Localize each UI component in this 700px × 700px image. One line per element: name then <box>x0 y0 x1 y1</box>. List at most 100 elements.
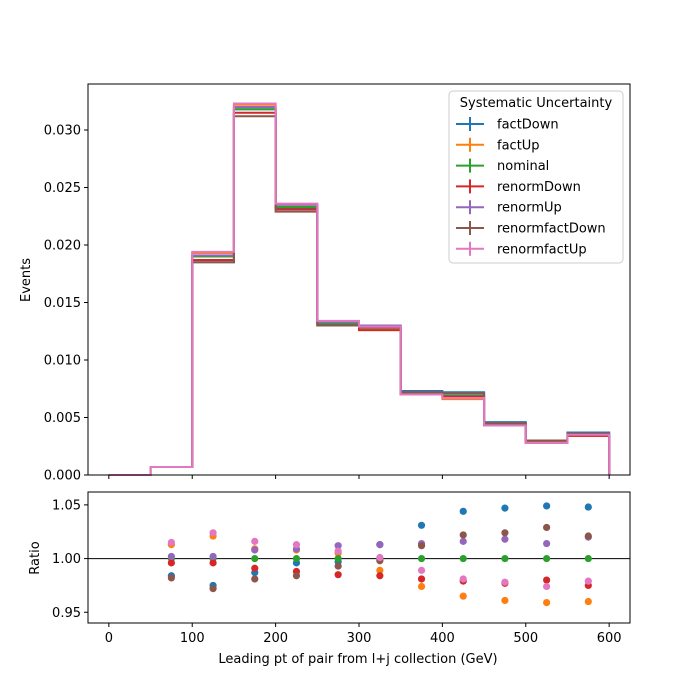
ratio-point-nominal <box>501 554 509 563</box>
legend-entries: factDown factUp nominal renormDown renormUp r… <box>456 117 606 257</box>
ratio-point-nominal <box>334 554 342 563</box>
ratio-x-tick-label: 400 <box>430 631 455 646</box>
legend-title: Systematic Uncertainty <box>460 96 613 111</box>
ratio-point-renormfactUp <box>334 547 342 555</box>
ratio-point-renormUp <box>251 546 259 554</box>
legend-box <box>448 90 624 264</box>
ratio-points <box>167 502 592 607</box>
ratio-point-renormfactUp <box>167 538 175 547</box>
legend-entry-renormfactDown: renormfactDown <box>456 221 606 237</box>
legend-entry-renormDown: renormDown <box>456 179 581 195</box>
ratio-y-tick-label: 1.05 <box>52 498 81 513</box>
ratio-y-tick-label: 1.00 <box>52 552 81 567</box>
ratio-point-renormfactDown <box>584 532 592 540</box>
main-y-tick-label: 0.005 <box>44 411 81 426</box>
ratio-point-renormfactDown <box>334 562 342 570</box>
ratio-point-renormDown <box>209 559 217 567</box>
main-y-tick-label: 0.020 <box>44 239 81 254</box>
legend-label: renormfactUp <box>497 242 587 257</box>
main-y-tick-label: 0.015 <box>44 296 81 311</box>
ratio-x-tick-label: 500 <box>513 631 538 646</box>
ratio-point-factDown <box>459 507 467 515</box>
ratio-point-nominal <box>251 554 259 563</box>
ratio-point-factUp <box>543 599 551 607</box>
main-x-ticks <box>108 475 610 479</box>
ratio-point-renormfactUp <box>501 578 509 586</box>
ratio-point-factUp <box>459 592 467 600</box>
ratio-point-renormfactUp <box>251 537 259 545</box>
ratio-point-renormfactUp <box>543 582 551 591</box>
ratio-point-renormUp <box>376 541 384 549</box>
ratio-point-nominal <box>584 554 592 563</box>
x-axis-label: Leading pt of pair from l+j collection (… <box>218 652 497 667</box>
main-panel: 0.000 0.005 0.010 0.015 0.020 0.025 0.030 Even… <box>19 83 631 484</box>
ratio-x-tick-label: 200 <box>263 631 288 646</box>
legend-label: factDown <box>497 118 559 133</box>
ratio-point-nominal <box>459 554 467 563</box>
legend-label: nominal <box>497 159 549 174</box>
histogram-steps <box>108 102 611 476</box>
ratio-point-renormUp <box>543 539 551 548</box>
legend-label: factUp <box>497 138 540 153</box>
main-y-tick-label: 0.010 <box>44 354 81 369</box>
ratio-point-factDown <box>584 503 592 511</box>
ratio-point-renormDown <box>417 575 426 583</box>
legend-label: renormDown <box>497 180 581 195</box>
main-y-ticks: 0.000 0.005 0.010 0.015 0.020 0.025 0.030 <box>44 124 88 484</box>
main-y-tick-label: 0.000 <box>44 469 81 484</box>
ratio-point-factUp <box>417 582 426 591</box>
ratio-point-factUp <box>584 597 592 606</box>
ratio-x-tick-label: 0 <box>105 631 113 646</box>
main-y-tick-label: 0.030 <box>44 124 81 139</box>
ratio-point-renormfactUp <box>584 577 592 585</box>
legend-label: renormUp <box>497 201 562 216</box>
ratio-point-renormfactDown <box>417 542 426 550</box>
ratio-x-tick-label: 100 <box>180 631 205 646</box>
legend-entry-renormUp: renormUp <box>456 200 562 216</box>
legend-entry-factDown: factDown <box>456 117 559 133</box>
ratio-x-tick-label: 600 <box>597 631 622 646</box>
ratio-point-renormUp <box>209 552 217 561</box>
legend-entry-factUp: factUp <box>456 137 540 153</box>
ratio-panel: 0.95 1.00 1.05 0 100 200 300 400 500 600 Ratio L… <box>28 491 631 667</box>
main-y-axis-label: Events <box>19 258 34 302</box>
ratio-point-factUp <box>501 596 509 605</box>
ratio-point-renormUp <box>501 535 509 543</box>
ratio-point-factDown <box>501 504 509 512</box>
ratio-point-renormfactDown <box>501 529 509 537</box>
ratio-point-renormUp <box>334 542 342 550</box>
ratio-point-renormfactDown <box>459 531 467 539</box>
ratio-point-renormDown <box>543 576 551 584</box>
ratio-point-renormfactUp <box>292 541 301 549</box>
ratio-point-factDown <box>417 521 426 529</box>
ratio-y-ticks: 0.95 1.00 1.05 <box>52 498 88 621</box>
ratio-y-tick-label: 0.95 <box>52 606 81 621</box>
ratio-point-renormfactUp <box>209 529 217 537</box>
ratio-point-nominal <box>417 554 426 563</box>
ratio-point-renormfactDown <box>167 574 175 582</box>
ratio-point-renormfactUp <box>417 566 426 574</box>
ratio-point-renormDown <box>251 564 259 572</box>
ratio-point-renormUp <box>459 537 467 545</box>
ratio-point-renormfactUp <box>459 575 467 583</box>
ratio-point-renormDown <box>334 571 342 579</box>
step-line-renormfactUp <box>108 102 611 476</box>
ratio-x-tick-label: 300 <box>347 631 372 646</box>
ratio-point-nominal <box>292 554 301 563</box>
legend-label: renormfactDown <box>497 222 606 237</box>
legend: Systematic Uncertainty factDown factUp nom… <box>448 90 624 264</box>
ratio-point-factUp <box>376 566 384 574</box>
ratio-point-renormfactDown <box>251 575 259 583</box>
legend-entry-nominal: nominal <box>456 158 549 174</box>
ratio-point-renormDown <box>376 572 384 580</box>
ratio-point-renormDown <box>167 559 175 567</box>
ratio-point-renormfactDown <box>209 585 217 593</box>
ratio-point-renormfactDown <box>543 523 551 532</box>
ratio-y-axis-label: Ratio <box>28 541 43 574</box>
ratio-point-factDown <box>543 502 551 510</box>
ratio-point-renormfactDown <box>292 572 301 580</box>
ratio-point-renormUp <box>167 552 175 561</box>
ratio-x-ticks: 0 100 200 300 400 500 600 <box>105 623 622 646</box>
